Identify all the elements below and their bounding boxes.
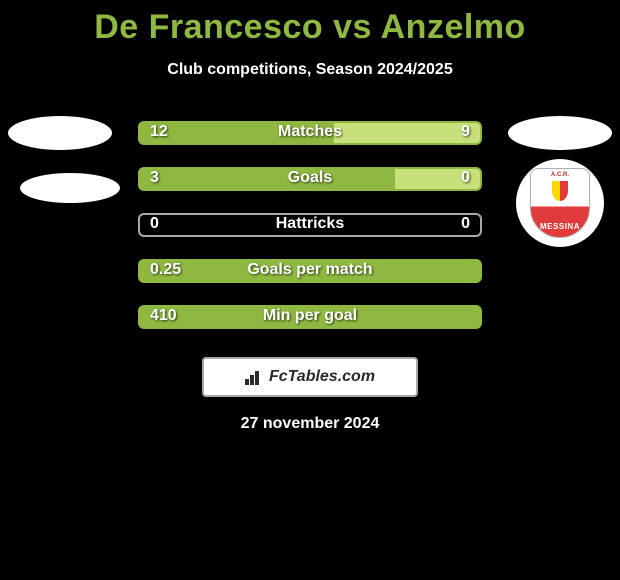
bar-track [138,213,482,237]
player-left-avatar [8,116,112,150]
player-left-avatar-2 [20,173,120,203]
bar-chart-icon [245,369,265,385]
stat-row-goals: 3 Goals 0 A.C.R. MESSINA [0,161,620,207]
stats-container: 12 Matches 9 3 Goals 0 A.C.R. MESSINA 0 … [0,115,620,345]
bar-track [138,305,482,329]
player-right-avatar [508,116,612,150]
stat-row-hattricks: 0 Hattricks 0 [0,207,620,253]
bar-track [138,167,482,191]
footer-brand-box: FcTables.com [202,357,418,397]
bar-track [138,259,482,283]
stat-row-mpg: 410 Min per goal [0,299,620,345]
page-subtitle: Club competitions, Season 2024/2025 [0,61,620,79]
stat-row-gpm: 0.25 Goals per match [0,253,620,299]
brand-text: FcTables.com [269,368,375,386]
bar-track [138,121,482,145]
stat-row-matches: 12 Matches 9 [0,115,620,161]
shield-icon [552,181,568,201]
footer-date: 27 november 2024 [0,415,620,433]
page-title: De Francesco vs Anzelmo [0,0,620,47]
club-abbrev: A.C.R. [531,172,589,178]
